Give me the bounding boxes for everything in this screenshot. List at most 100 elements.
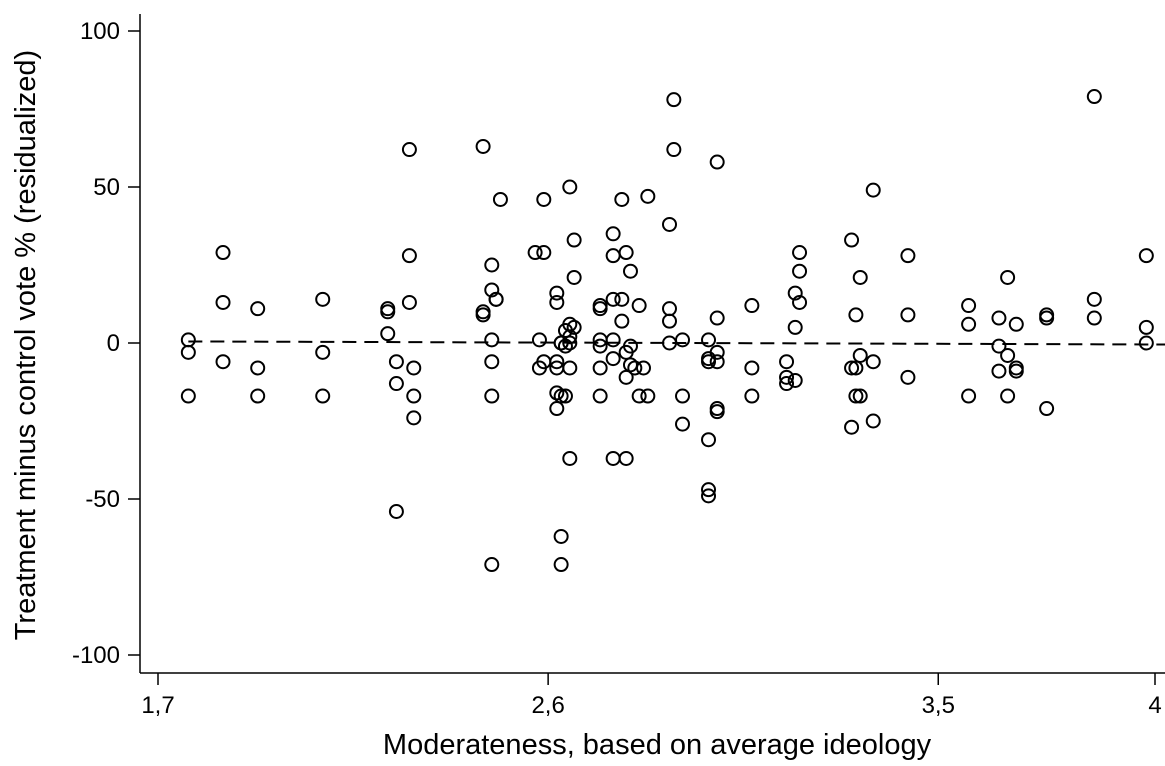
data-point xyxy=(961,388,977,404)
data-point xyxy=(900,248,916,264)
data-point xyxy=(744,388,760,404)
data-point xyxy=(475,307,491,323)
data-point xyxy=(592,301,608,317)
data-point xyxy=(852,269,868,285)
data-point xyxy=(662,216,678,232)
data-point xyxy=(605,248,621,264)
x-tick-label: 3,5 xyxy=(922,692,955,719)
data-point xyxy=(991,363,1007,379)
data-point xyxy=(401,142,417,158)
data-point xyxy=(549,401,565,417)
data-point xyxy=(401,248,417,264)
data-point xyxy=(701,332,717,348)
data-point xyxy=(215,294,231,310)
data-point xyxy=(484,557,500,573)
data-point xyxy=(592,360,608,376)
data-point xyxy=(562,450,578,466)
data-point xyxy=(488,291,504,307)
data-point xyxy=(562,329,578,345)
data-point xyxy=(250,301,266,317)
data-point xyxy=(991,338,1007,354)
y-tick-label: 50 xyxy=(93,174,120,201)
data-point xyxy=(675,332,691,348)
data-point xyxy=(1138,248,1154,264)
data-point xyxy=(315,291,331,307)
data-point xyxy=(605,226,621,242)
data-point xyxy=(779,376,795,392)
data-point xyxy=(406,410,422,426)
data-point xyxy=(852,388,868,404)
data-points xyxy=(180,89,1154,573)
x-axis-title: Moderateness, based on average ideology xyxy=(383,729,932,761)
data-point xyxy=(605,332,621,348)
data-point xyxy=(484,332,500,348)
data-point xyxy=(1008,363,1024,379)
data-point xyxy=(1039,310,1055,326)
data-point xyxy=(779,369,795,385)
data-point xyxy=(635,360,651,376)
data-point xyxy=(380,326,396,342)
data-point xyxy=(701,432,717,448)
x-tick-label: 2,6 xyxy=(531,692,564,719)
y-tick-label: 100 xyxy=(80,18,120,45)
x-tick-label: 1,7 xyxy=(141,692,174,719)
data-point xyxy=(553,528,569,544)
data-point xyxy=(605,351,621,367)
data-point xyxy=(592,338,608,354)
data-point xyxy=(792,294,808,310)
data-point xyxy=(779,354,795,370)
data-point xyxy=(701,354,717,370)
data-point xyxy=(484,257,500,273)
data-point xyxy=(592,388,608,404)
data-point xyxy=(865,354,881,370)
data-point xyxy=(562,360,578,376)
data-point xyxy=(605,291,621,307)
data-point xyxy=(991,310,1007,326)
data-point xyxy=(844,360,860,376)
data-point xyxy=(388,376,404,392)
data-point xyxy=(848,388,864,404)
data-point xyxy=(961,316,977,332)
data-point xyxy=(900,369,916,385)
x-tick-label: 4 xyxy=(1148,692,1161,719)
data-point xyxy=(1039,401,1055,417)
data-point xyxy=(557,388,573,404)
data-point xyxy=(549,354,565,370)
data-point xyxy=(566,319,582,335)
data-point xyxy=(614,191,630,207)
fit-line xyxy=(188,340,1165,346)
data-point xyxy=(484,388,500,404)
data-point xyxy=(388,354,404,370)
data-point xyxy=(848,307,864,323)
data-point xyxy=(787,319,803,335)
data-point xyxy=(622,263,638,279)
data-point xyxy=(865,413,881,429)
y-ticks: -100 -50 0 50 100 xyxy=(72,18,140,669)
data-point xyxy=(557,338,573,354)
data-point xyxy=(1000,388,1016,404)
data-point xyxy=(562,179,578,195)
data-point xyxy=(315,388,331,404)
data-point xyxy=(180,344,196,360)
data-point xyxy=(180,388,196,404)
data-point xyxy=(900,307,916,323)
data-point xyxy=(622,338,638,354)
data-point xyxy=(666,92,682,108)
data-point xyxy=(549,385,565,401)
data-point xyxy=(531,332,547,348)
data-point xyxy=(618,245,634,261)
data-point xyxy=(1086,89,1102,105)
data-point xyxy=(475,138,491,154)
data-point xyxy=(566,269,582,285)
data-point xyxy=(315,344,331,360)
data-point xyxy=(401,294,417,310)
data-point xyxy=(406,388,422,404)
data-point xyxy=(631,298,647,314)
data-point xyxy=(180,332,196,348)
data-point xyxy=(536,245,552,261)
data-point xyxy=(484,282,500,298)
data-point xyxy=(640,188,656,204)
data-point xyxy=(675,416,691,432)
data-point xyxy=(536,191,552,207)
